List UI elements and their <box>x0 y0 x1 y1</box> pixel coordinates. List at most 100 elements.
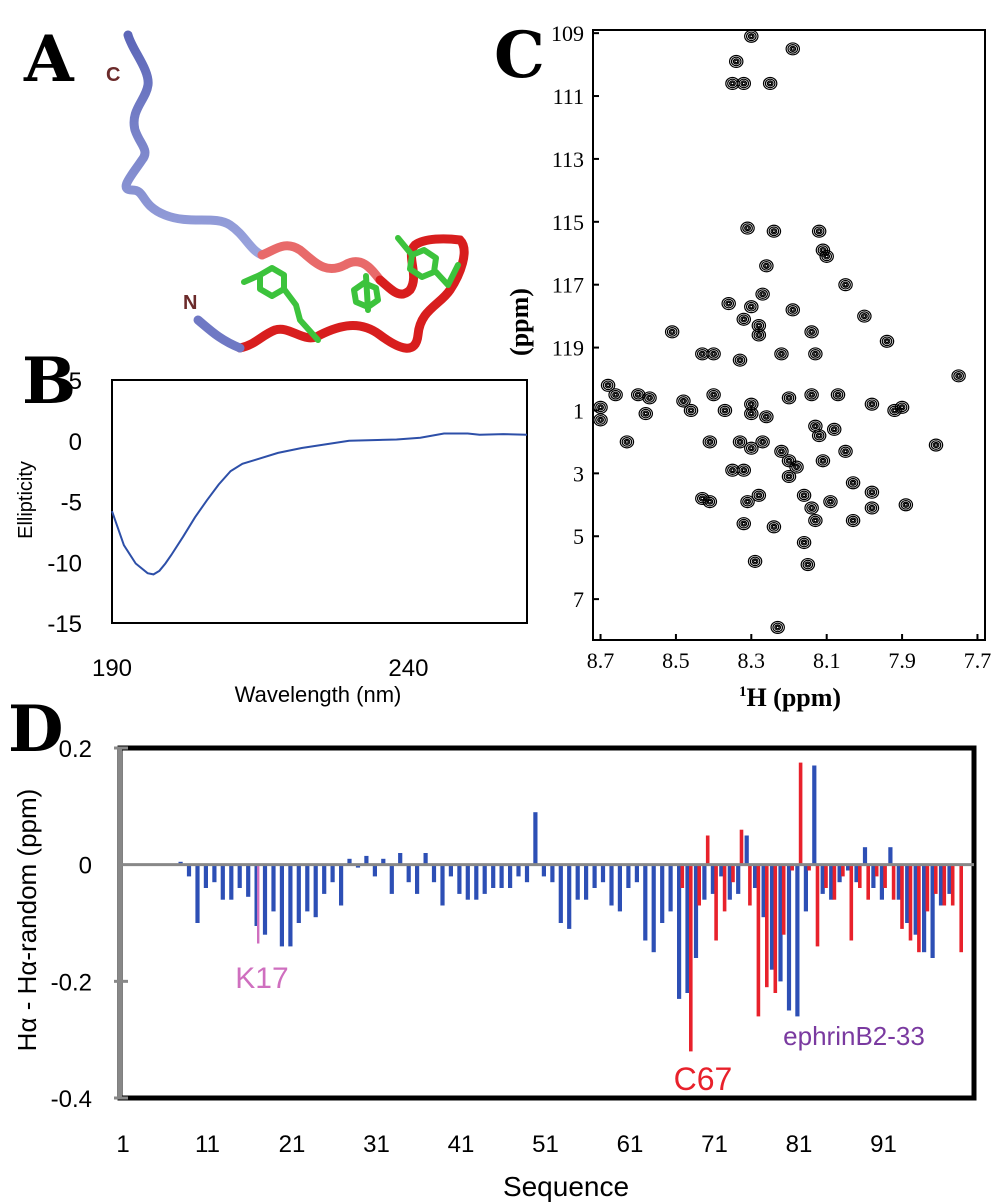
hsqc-peak <box>751 488 767 502</box>
sequence-bar <box>296 864 301 923</box>
n-term-tube <box>193 315 245 353</box>
sequence-bar <box>837 864 842 883</box>
panel-letter-b: B <box>22 344 77 419</box>
sequence-bar <box>769 864 775 970</box>
sequence-bar <box>896 864 901 900</box>
hsqc-x-tick-label: 7.7 <box>964 648 992 673</box>
sequence-bar <box>832 864 837 900</box>
sequence-bar <box>186 864 192 877</box>
sequence-bar <box>381 858 386 865</box>
sequence-bar <box>883 864 887 888</box>
c67-annotation: C67 <box>674 1061 733 1097</box>
sequence-bar <box>279 864 284 947</box>
sequence-bar <box>807 864 811 871</box>
sequence-bar <box>812 765 817 865</box>
hsqc-y-tick-label: 115 <box>552 210 584 235</box>
hsqc-peak <box>766 224 782 238</box>
hsqc-peak <box>747 554 763 568</box>
sequence-bar <box>465 864 470 900</box>
sequence-bar <box>330 864 335 883</box>
sequence-bar <box>798 762 803 865</box>
sequence-bar <box>905 864 910 923</box>
hsqc-peak <box>800 557 816 572</box>
hsqc-peak <box>785 303 801 317</box>
csd-x-tick-label: 1 <box>116 1131 129 1158</box>
hsqc-peak <box>702 435 718 449</box>
csd-x-tick-label: 71 <box>701 1131 728 1158</box>
hsqc-peak <box>759 259 774 273</box>
hsqc-y-tick-label: 117 <box>552 273 584 298</box>
sequence-bar <box>803 864 808 912</box>
hsqc-peak <box>864 485 880 499</box>
sequence-bar <box>558 864 563 923</box>
hsqc-y-tick-label: 1 <box>573 398 584 423</box>
hsqc-peak <box>785 42 801 56</box>
csd-x-tick-label: 61 <box>617 1131 644 1158</box>
hsqc-peak <box>830 388 846 402</box>
sequence-bar <box>364 855 369 865</box>
hsqc-peak <box>759 410 774 424</box>
sequence-bar <box>689 864 693 1052</box>
sequence-bar <box>567 864 572 929</box>
sequence-bar <box>271 864 276 912</box>
sequence-bar <box>900 864 904 929</box>
hsqc-peak <box>728 54 744 68</box>
sequence-bar <box>257 864 260 944</box>
sequence-bar <box>288 864 293 947</box>
green-sidechains <box>241 235 461 343</box>
sequence-bar <box>584 864 589 900</box>
sequence-bar <box>651 864 656 953</box>
sequence-bar <box>541 864 546 877</box>
panel-letter-a: A <box>24 22 74 97</box>
csd-y-tick-label: -0.2 <box>51 969 92 996</box>
cd-y-tick-label: 5 <box>69 370 82 395</box>
sequence-bar <box>790 864 794 871</box>
sequence-bar <box>592 864 597 888</box>
hsqc-peak <box>630 388 646 402</box>
chemical-shift-deviation-chart: 0.20-0.2-0.4 1 11 21 31 41 51 61 71 81 91 K17 C67… <box>12 736 977 1202</box>
sequence-bar <box>778 864 783 982</box>
csd-x-tick-label: 81 <box>786 1131 813 1158</box>
k17-annotation: K17 <box>235 962 288 995</box>
sequence-bar <box>874 864 879 877</box>
hsqc-peak <box>736 517 752 531</box>
sequence-bar <box>347 858 352 865</box>
hsqc-peak <box>796 488 812 502</box>
hsqc-y-tick-label: 3 <box>573 461 584 486</box>
csd-x-axis-label: Sequence <box>503 1171 629 1202</box>
csd-y-tick-label: 0.2 <box>59 736 92 763</box>
hsqc-peak <box>721 297 736 311</box>
hsqc-peak <box>928 438 944 452</box>
sequence-bar <box>705 835 710 865</box>
sequence-bar <box>950 864 955 906</box>
cd-y-tick-label: -10 <box>47 550 82 577</box>
sequence-bar <box>550 864 555 883</box>
hsqc-peak <box>808 513 823 528</box>
hsqc-peak <box>744 407 759 421</box>
hsqc-peak <box>815 454 831 468</box>
sequence-bar <box>795 864 800 1017</box>
sequence-bar <box>922 864 927 953</box>
sequence-bar <box>925 864 930 912</box>
hsqc-peak <box>732 435 748 449</box>
sequence-bar <box>626 864 631 888</box>
sequence-bar <box>229 864 234 900</box>
sequence-bar <box>516 864 521 877</box>
blue-backbone-tube <box>121 30 267 260</box>
csd-y-axis-label: Hα - Hα-random (ppm) <box>12 789 42 1052</box>
panel-letter-c: C <box>494 18 545 93</box>
hsqc-peak <box>706 347 721 361</box>
sequence-bar <box>617 864 622 912</box>
sequence-bar <box>499 864 504 888</box>
sequence-bar <box>685 864 690 993</box>
hsqc-peak <box>781 454 797 468</box>
cd-y-tick-label: 0 <box>69 429 82 456</box>
sequence-bar <box>398 853 403 865</box>
sequence-bar <box>195 864 200 923</box>
hsqc-peak <box>593 413 608 427</box>
sequence-bar <box>339 864 344 906</box>
hsqc-peak <box>898 498 914 512</box>
csd-x-tick-label: 31 <box>363 1131 390 1158</box>
hsqc-y-tick-label: 109 <box>551 25 584 46</box>
sequence-bar <box>854 864 859 883</box>
